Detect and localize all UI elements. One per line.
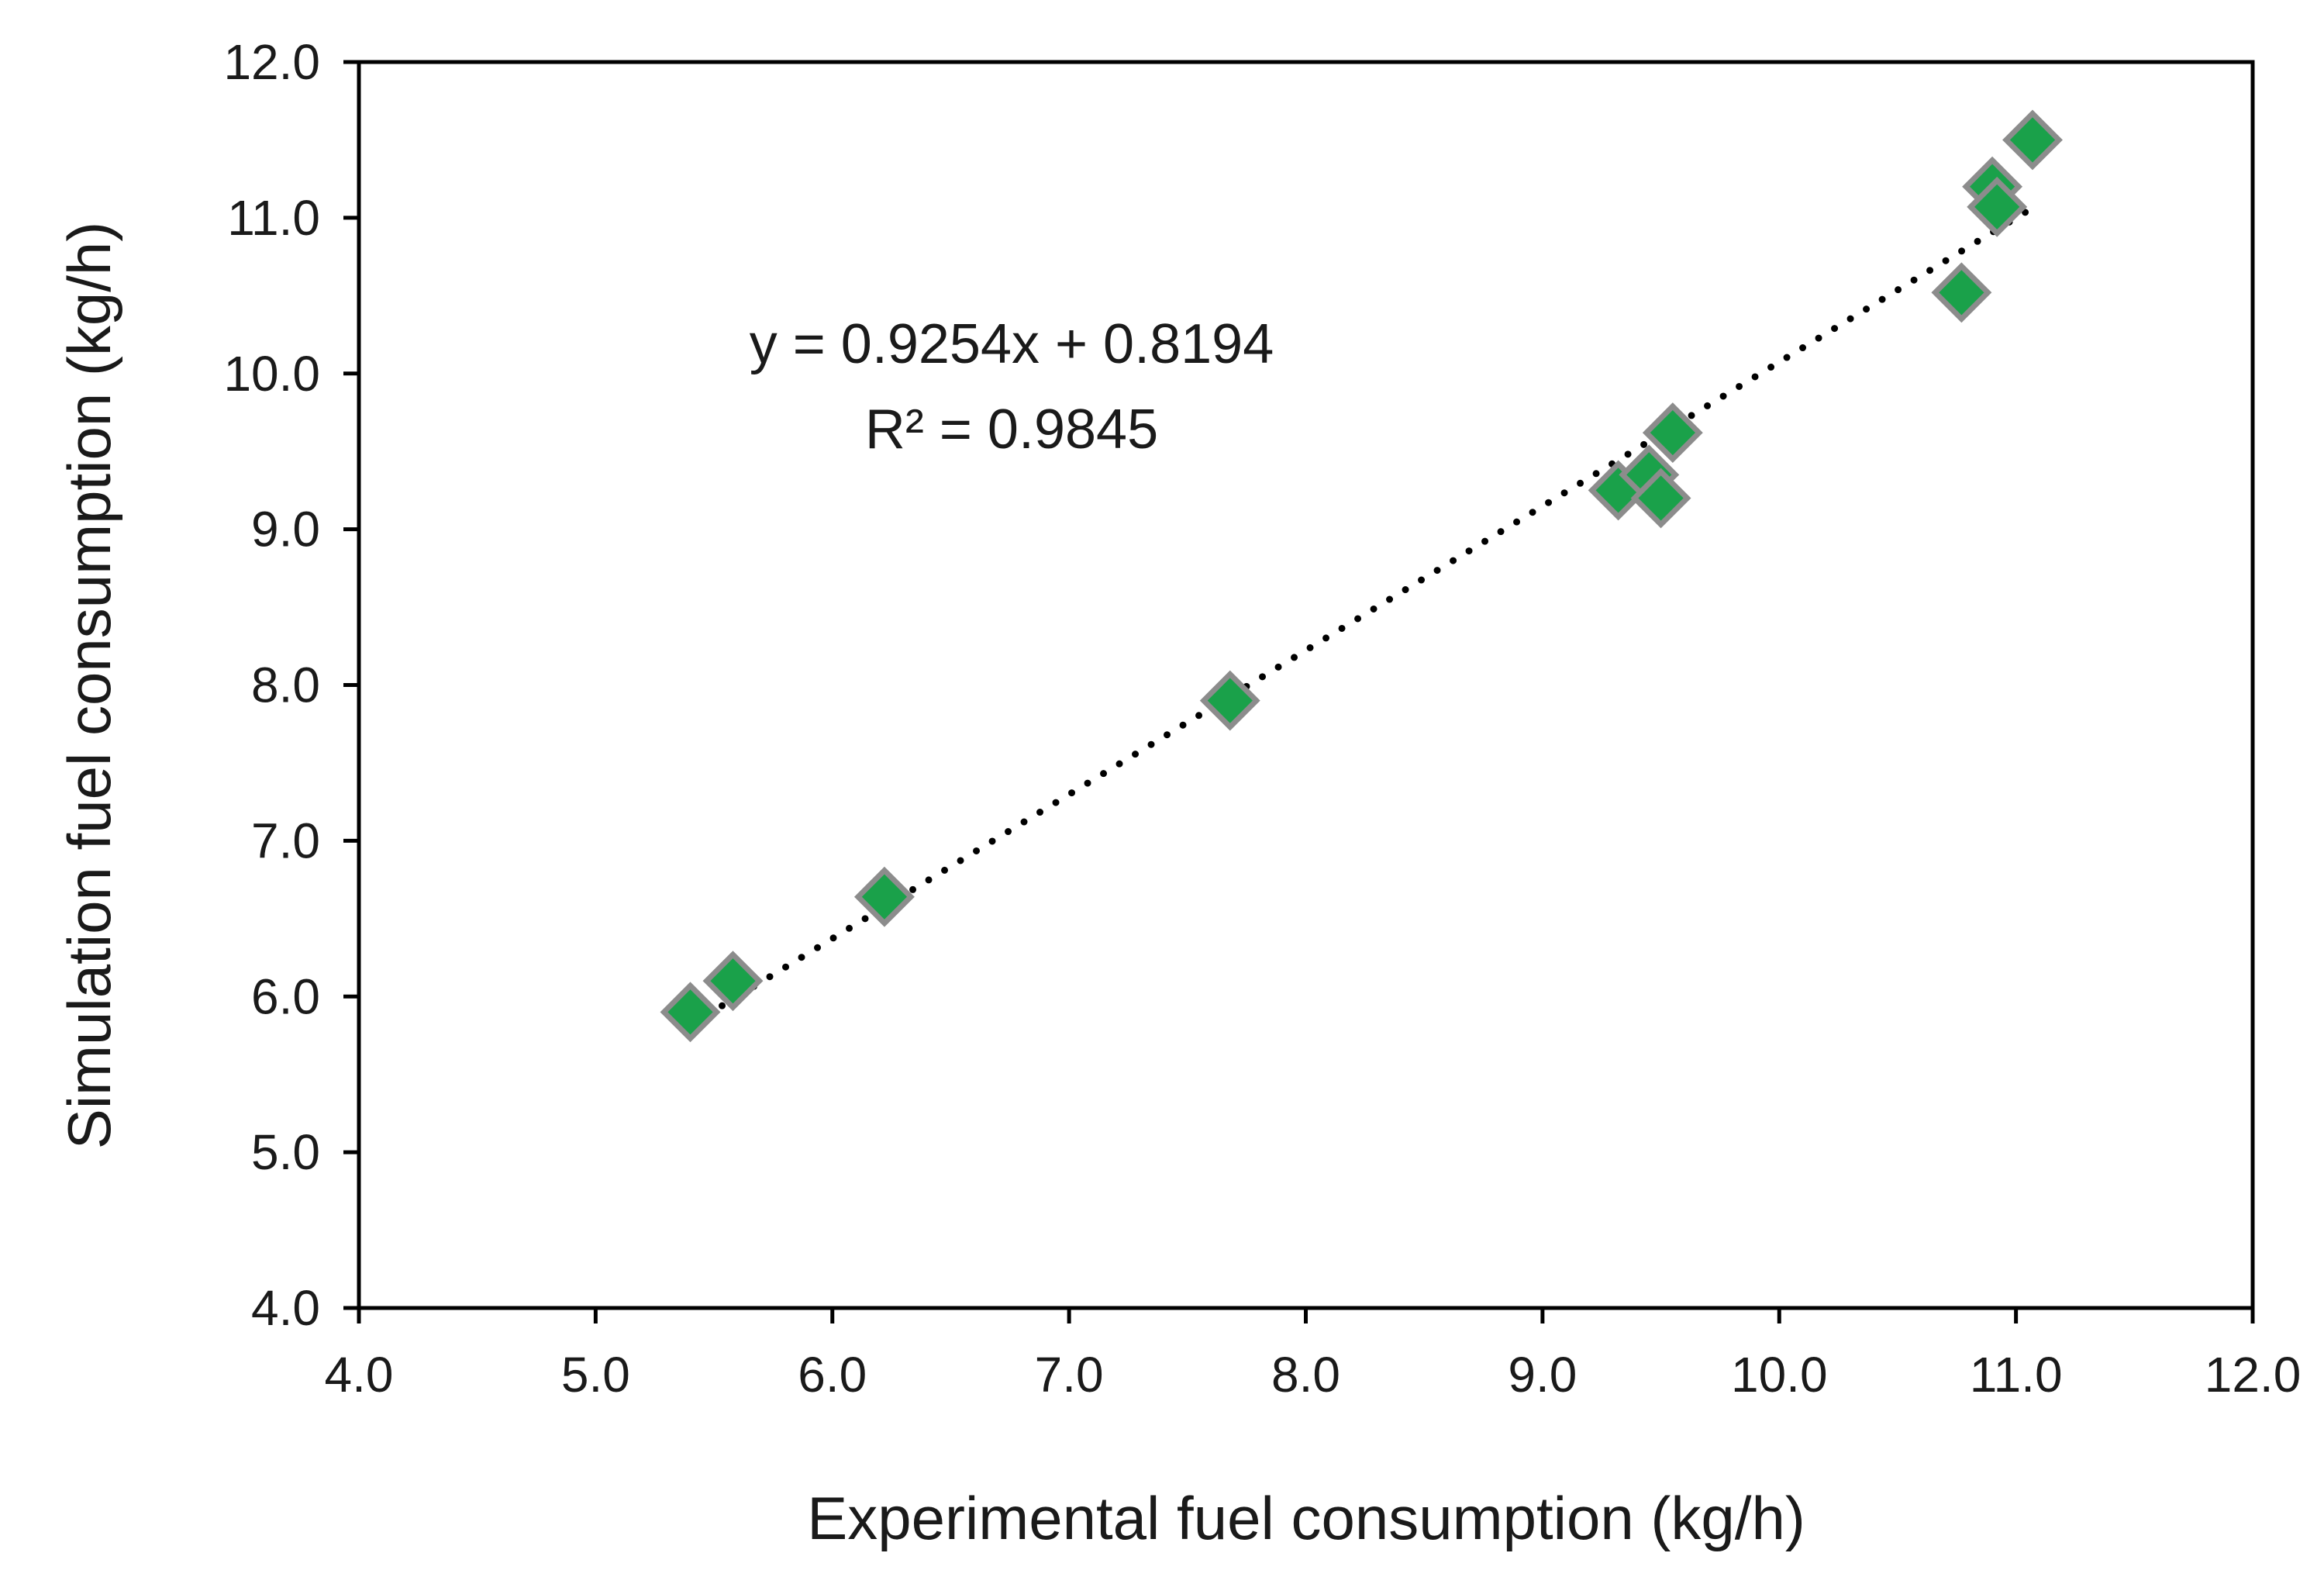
data-point [702,951,764,1012]
y-tick-label: 9.0 [251,502,320,557]
data-point [1642,402,1703,464]
x-axis-title: Experimental fuel consumption (kg/h) [807,1484,1805,1552]
x-tick-label: 5.0 [561,1347,630,1403]
x-axis-ticks: 4.0 5.0 6.0 7.0 8.0 9.0 10.0 11.0 12.0 [325,1308,2302,1403]
trendline-equation: y = 0.9254x + 0.8194 [750,313,1274,375]
y-tick-label: 5.0 [251,1124,320,1180]
data-point [1199,670,1260,731]
trendline [687,204,2036,1029]
y-tick-label: 4.0 [251,1280,320,1336]
x-tick-label: 7.0 [1035,1347,1104,1403]
y-tick-label: 6.0 [251,968,320,1024]
plot-area [357,60,2255,1310]
x-tick-label: 12.0 [2205,1347,2302,1403]
data-point [853,866,915,927]
x-tick-label: 10.0 [1731,1347,1828,1403]
y-axis-title: Simulation fuel consumption (kg/h) [55,222,123,1150]
x-tick-label: 8.0 [1271,1347,1340,1403]
data-point [2002,109,2063,171]
x-tick-label: 6.0 [798,1347,867,1403]
x-tick-label: 11.0 [1970,1347,2063,1403]
y-tick-label: 11.0 [227,190,320,246]
r-squared-label: R² = 0.9845 [865,399,1158,461]
data-point [1931,262,1992,323]
y-tick-label: 8.0 [251,657,320,713]
data-point [1967,176,2028,237]
y-tick-label: 10.0 [223,346,320,402]
data-points [660,109,2063,1043]
data-point [660,982,721,1043]
y-tick-label: 7.0 [251,813,320,868]
x-tick-label: 4.0 [325,1347,394,1403]
data-point [1630,468,1691,529]
trendline-layer [687,204,2036,1029]
x-tick-label: 9.0 [1508,1347,1577,1403]
y-axis-ticks: 4.0 5.0 6.0 7.0 8.0 9.0 10.0 11.0 12.0 [223,34,359,1336]
y-tick-label: 12.0 [223,34,320,90]
